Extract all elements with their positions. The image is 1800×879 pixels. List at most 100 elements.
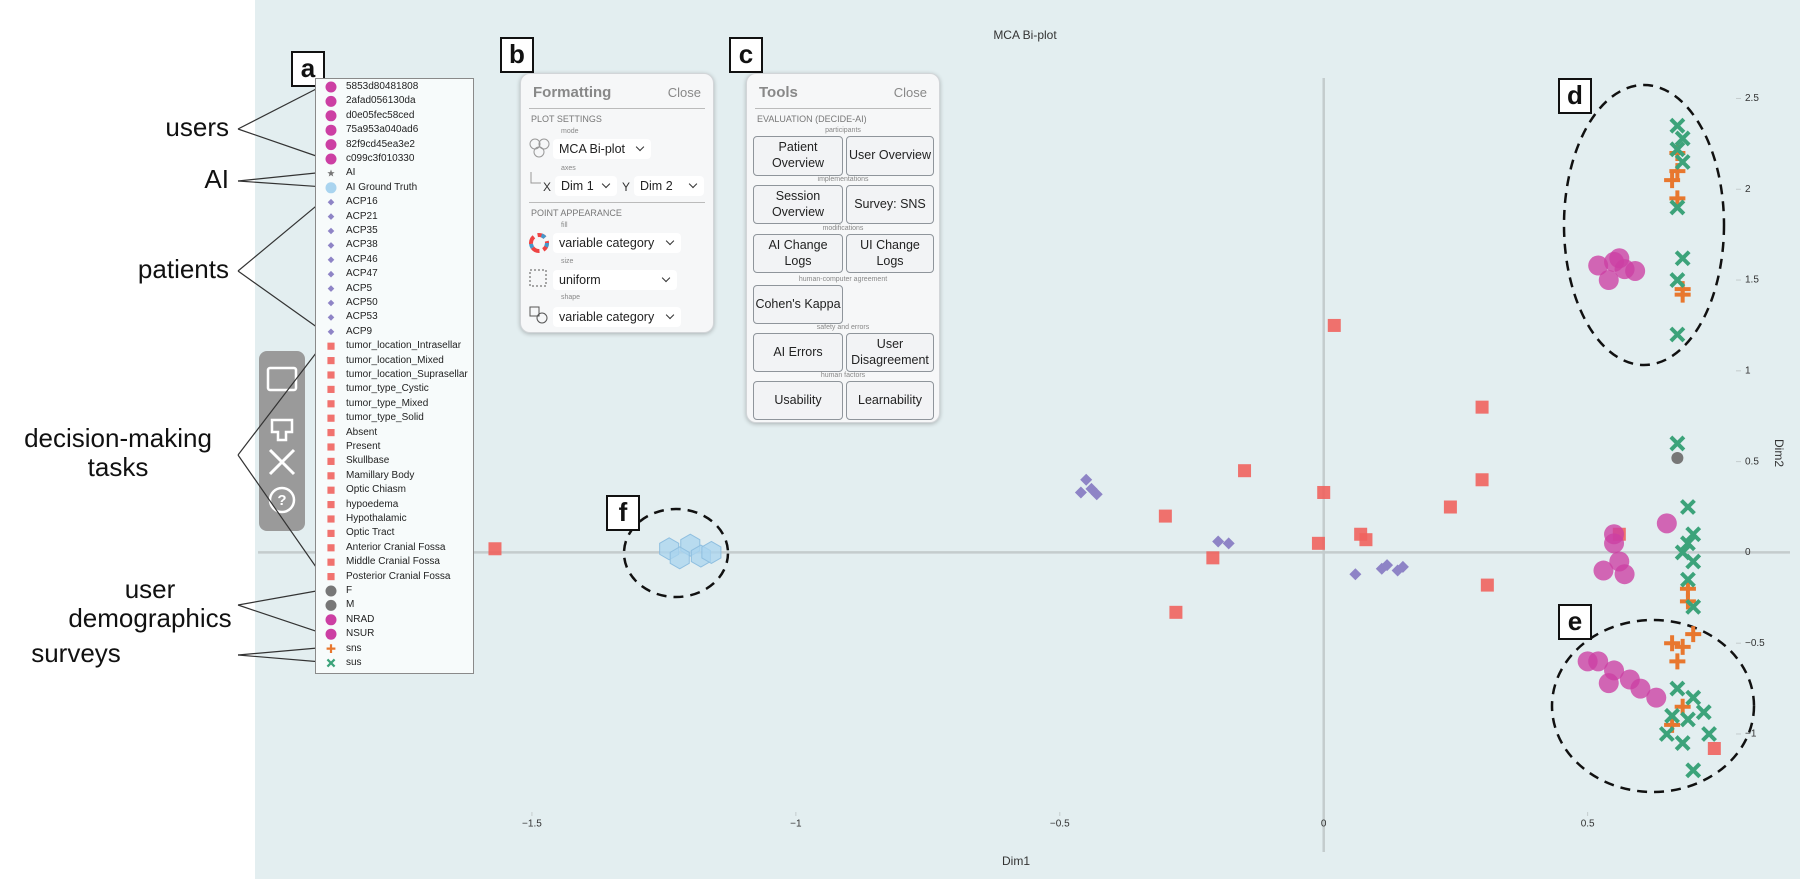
legend-label[interactable]: Anterior Cranial Fossa [346, 541, 446, 553]
annotation-label: users [165, 112, 229, 142]
mode-select[interactable]: MCA Bi-plot [553, 139, 651, 159]
tool-button[interactable]: AI Change Logs [753, 234, 843, 273]
point [1598, 673, 1619, 694]
legend-label[interactable]: 82f9cd45ea3e2 [346, 138, 415, 150]
legend-label[interactable]: sns [346, 642, 362, 654]
legend-label[interactable]: NRAD [346, 613, 375, 625]
close-button[interactable]: Close [893, 85, 927, 100]
y-axis-select[interactable]: Dim 2 [634, 176, 704, 196]
point [1671, 451, 1684, 464]
legend-label[interactable]: ACP53 [346, 311, 378, 323]
point [1680, 571, 1696, 588]
tool-button[interactable]: Learnability [846, 381, 934, 420]
tool-button[interactable]: User Overview [846, 136, 934, 176]
point [1317, 485, 1331, 499]
legend-label[interactable]: hypoedema [346, 498, 399, 510]
legend-label[interactable]: tumor_type_Mixed [346, 397, 429, 409]
legend-marker [327, 357, 335, 365]
tool-button[interactable]: Patient Overview [753, 136, 843, 176]
legend-label[interactable]: Mamillary Body [346, 469, 415, 481]
legend-label[interactable]: NSUR [346, 628, 375, 640]
tool-button[interactable]: AI Errors [753, 333, 843, 372]
point [1674, 250, 1691, 267]
legend-label[interactable]: Present [346, 441, 381, 452]
legend-label[interactable]: Middle Cranial Fossa [346, 556, 440, 568]
legend-marker [325, 139, 337, 151]
legend-label[interactable]: M [346, 599, 355, 611]
point [1588, 255, 1609, 276]
legend-label[interactable]: F [346, 585, 353, 596]
y-tick-label: −1 [1745, 729, 1757, 740]
y-tick-label: 0.5 [1745, 456, 1759, 467]
legend-label[interactable]: tumor_location_Mixed [346, 354, 444, 366]
toolbar-icon[interactable] [270, 418, 294, 442]
legend-label[interactable]: d0e05fec58ced [346, 109, 415, 121]
legend-marker [325, 110, 337, 122]
legend-label[interactable]: ACP38 [346, 239, 378, 251]
highlight-ellipse [1550, 618, 1756, 794]
shape-select[interactable]: variable category [553, 307, 681, 327]
toolbar-icon[interactable] [268, 448, 296, 476]
panel-label-box [1558, 78, 1592, 114]
point [1609, 248, 1630, 269]
legend-label[interactable]: 5853d80481808 [346, 81, 419, 92]
legend-label[interactable]: c099c3f010330 [346, 153, 415, 164]
legend-marker [327, 314, 335, 321]
point [1669, 326, 1686, 343]
point [1685, 553, 1702, 570]
x-axis-select[interactable]: Dim 1 [555, 176, 617, 196]
legend-label[interactable]: AI [346, 167, 356, 179]
legend-label[interactable]: Optic Tract [346, 527, 395, 539]
legend-label[interactable]: ACP16 [346, 196, 378, 208]
legend-label[interactable]: 2afad056130da [346, 95, 416, 107]
legend-label[interactable]: Posterior Cranial Fossa [346, 570, 451, 582]
panel-label: c [739, 39, 753, 69]
legend-marker [325, 124, 337, 136]
size-select[interactable]: uniform [553, 270, 677, 290]
legend-label[interactable]: tumor_location_Intrasellar [346, 340, 462, 352]
tool-button[interactable]: Survey: SNS [846, 185, 934, 224]
tool-button[interactable]: User Disagreement [846, 333, 934, 372]
legend-label[interactable]: Hypothalamic [346, 513, 407, 524]
legend-marker [325, 153, 337, 165]
legend-marker [327, 515, 335, 523]
legend-label[interactable]: ACP35 [346, 225, 378, 236]
point [1685, 626, 1702, 643]
legend-label[interactable]: ACP9 [346, 325, 373, 337]
annotation-connector [237, 647, 323, 656]
tool-button[interactable]: Usability [753, 381, 843, 420]
legend-marker [327, 213, 335, 220]
legend-label[interactable]: sus [346, 657, 362, 668]
plot-background [255, 0, 1800, 879]
legend-label[interactable]: AI Ground Truth [346, 181, 418, 193]
divider [755, 108, 931, 109]
legend-label[interactable]: Skullbase [346, 455, 390, 467]
point [701, 540, 722, 564]
legend-label[interactable]: 75a953a040ad6 [346, 124, 419, 136]
formatting-panel: Formatting Close PLOT SETTINGS mode MCA … [520, 73, 714, 333]
legend-marker [325, 585, 337, 597]
panel-label-box [729, 37, 763, 73]
point [1090, 488, 1103, 501]
legend-label[interactable]: tumor_location_Suprasellar [346, 369, 468, 380]
close-button[interactable]: Close [667, 85, 701, 100]
legend-label[interactable]: Absent [346, 426, 378, 438]
panel-label-box [500, 37, 534, 73]
legend-label[interactable]: tumor_type_Cystic [346, 383, 429, 395]
legend-label[interactable]: ACP21 [346, 210, 378, 222]
legend-label[interactable]: tumor_type_Solid [346, 412, 424, 424]
fill-select[interactable]: variable category [553, 233, 681, 253]
tool-button[interactable]: UI Change Logs [846, 234, 934, 273]
divider [529, 202, 705, 203]
legend-label[interactable]: Optic Chiasm [346, 484, 407, 496]
tool-button[interactable]: Cohen's Kappa [753, 285, 843, 324]
section-title: POINT APPEARANCE [531, 208, 622, 218]
legend-label[interactable]: ACP47 [346, 268, 378, 280]
point [1674, 154, 1691, 170]
tool-button[interactable]: Session Overview [753, 185, 843, 224]
legend-label[interactable]: ACP5 [346, 282, 373, 294]
legend-label[interactable]: ACP50 [346, 297, 378, 308]
legend-marker [327, 457, 335, 465]
legend-label[interactable]: ACP46 [346, 253, 378, 265]
